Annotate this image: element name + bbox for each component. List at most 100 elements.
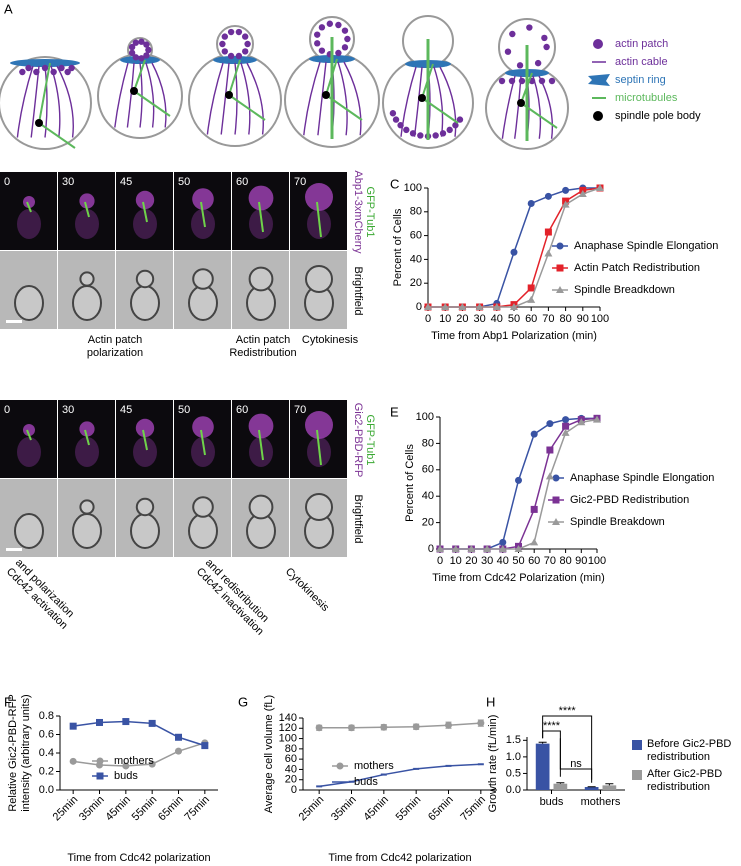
x-tick-label: 75min xyxy=(182,794,212,824)
x-tick-label: 60 xyxy=(528,555,540,567)
spindle-pole-body xyxy=(322,91,330,99)
data-point xyxy=(445,721,452,729)
error-bar xyxy=(348,780,355,783)
time-label: 50 xyxy=(178,176,190,188)
y-axis-label: Relative Gic2-PBD-RFP xyxy=(7,694,19,811)
y-tick-label: 80 xyxy=(285,743,297,755)
actin-cable xyxy=(151,62,167,128)
x-tick-label: 10 xyxy=(450,555,462,567)
actin-patch xyxy=(50,68,57,76)
actin-patch xyxy=(41,64,49,72)
y-tick-label: 0.8 xyxy=(39,710,54,722)
actin-patch xyxy=(335,21,342,29)
bud-signal xyxy=(192,416,214,438)
data-point xyxy=(527,295,536,303)
actin-cable xyxy=(220,62,230,135)
spindle-signal xyxy=(142,429,148,451)
actin-cable xyxy=(56,65,74,138)
cell-signal xyxy=(133,209,157,239)
bf-mother xyxy=(130,285,160,321)
actin-patch xyxy=(314,31,321,38)
significance-label: **** xyxy=(559,705,577,717)
panel-label: F xyxy=(4,694,12,709)
actin-patch xyxy=(397,122,404,129)
x-tick-label: 70 xyxy=(542,313,554,325)
actin-cable xyxy=(206,62,224,135)
bf-bud xyxy=(79,271,95,287)
cell-diagram xyxy=(485,18,569,150)
error-bar xyxy=(556,782,565,784)
data-point xyxy=(441,303,450,310)
actin-patch xyxy=(221,48,229,55)
actin-patch xyxy=(235,28,243,36)
data-point xyxy=(122,718,130,726)
actin-patch xyxy=(409,130,417,137)
x-tick-label: 80 xyxy=(559,313,571,325)
data-point xyxy=(530,430,538,438)
time-label: 60 xyxy=(236,176,248,188)
x-tick-label: 50 xyxy=(508,313,520,325)
actin-patch xyxy=(456,116,464,123)
x-axis-label: Time from Cdc42 polarization xyxy=(67,852,210,864)
legend-label: spindle pole body xyxy=(615,110,701,122)
data-point xyxy=(451,545,460,552)
bf-mother xyxy=(14,513,44,549)
cell-diagram xyxy=(382,15,474,149)
data-point xyxy=(510,248,518,256)
y-tick-label: 0.2 xyxy=(39,765,54,777)
spindle-signal xyxy=(84,201,90,218)
actin-patch xyxy=(132,39,139,46)
data-point xyxy=(515,476,522,484)
data-point xyxy=(175,747,182,755)
actin-patch xyxy=(446,126,453,134)
panel-label: E xyxy=(390,404,399,419)
legend-label: mothers xyxy=(354,760,394,772)
cell-signal xyxy=(75,209,99,239)
data-point xyxy=(69,722,77,730)
bf-mother xyxy=(188,513,218,549)
y-tick-label: 0.0 xyxy=(39,784,54,796)
actin-patch xyxy=(132,54,139,61)
y-tick-label: 1.5 xyxy=(506,734,521,746)
actin-patch xyxy=(318,47,326,54)
legend-septin xyxy=(588,74,610,86)
legend-marker xyxy=(552,496,560,504)
cell-signal xyxy=(75,437,99,467)
cell-signal xyxy=(191,209,215,239)
data-point xyxy=(467,545,476,552)
cell-diagram xyxy=(284,16,380,148)
data-point xyxy=(527,199,535,207)
x-tick-label: 35min xyxy=(329,794,359,824)
event-label: Actin patch xyxy=(236,334,290,346)
data-point xyxy=(148,719,156,727)
spindle-pole-body xyxy=(130,87,138,95)
x-tick-label: 75min xyxy=(458,794,488,824)
actin-patch xyxy=(128,49,136,57)
data-point xyxy=(315,724,323,732)
legend-label: mothers xyxy=(114,755,154,767)
actin-cable xyxy=(145,62,155,128)
actin-patch xyxy=(548,77,556,85)
actin-patch xyxy=(128,43,136,51)
y-tick-label: 0 xyxy=(291,784,297,796)
series-line xyxy=(73,742,206,767)
legend-label: After Gic2-PBD redistribution xyxy=(647,768,723,793)
actin-patch xyxy=(344,35,351,43)
legend-label: Anaphase Spindle Elongation xyxy=(574,240,718,252)
significance-bracket xyxy=(559,738,593,780)
data-point xyxy=(561,428,570,436)
actin-patch xyxy=(33,68,40,76)
data-point xyxy=(348,724,355,732)
actin-cable xyxy=(337,61,348,136)
x-tick-label: 10 xyxy=(439,313,451,325)
time-label: 0 xyxy=(4,404,10,416)
actin-cable xyxy=(44,65,48,138)
legend-label: septin ring xyxy=(615,74,666,86)
significance-bracket xyxy=(542,715,593,783)
data-point xyxy=(530,505,538,513)
x-tick-label: 45min xyxy=(103,794,133,824)
y-tick-label: 60 xyxy=(422,464,434,476)
scale-bar xyxy=(6,320,22,323)
actin-cable xyxy=(126,62,135,128)
